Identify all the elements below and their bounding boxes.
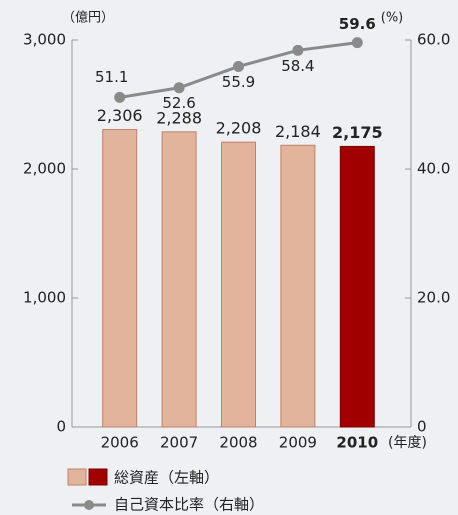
y2-tick-label: 0 — [417, 418, 427, 436]
legend-label: 総資産（左軸） — [114, 469, 219, 487]
bar-value-label: 2,175 — [332, 123, 383, 142]
bar — [221, 141, 256, 428]
y-tick-label: 1,000 — [23, 289, 66, 307]
line-marker — [173, 82, 185, 94]
line-value-label: 59.6 — [339, 15, 376, 33]
bar-value-label: 2,306 — [97, 106, 143, 125]
y2-tick-label: 60.0 — [417, 31, 450, 49]
y-unit-label: （億円） — [62, 10, 114, 26]
bar-value-label: 2,184 — [275, 122, 321, 141]
y2-tick-label: 20.0 — [417, 289, 450, 307]
bar — [280, 144, 316, 428]
line-value-label: 51.1 — [95, 68, 128, 86]
line-value-label: 52.6 — [162, 94, 195, 112]
bar-value-label: 2,208 — [216, 119, 262, 138]
y-tick-label: 3,000 — [23, 31, 66, 49]
line-value-label: 55.9 — [222, 73, 255, 91]
line-marker — [351, 37, 363, 49]
bar — [161, 131, 197, 428]
x-tick-label: 2006 — [101, 434, 139, 452]
x-tick-label: 2007 — [160, 434, 198, 452]
line-marker — [114, 91, 126, 103]
legend-label: 自己資本比率（右軸） — [114, 496, 264, 514]
x-tick-label: 2009 — [279, 434, 317, 452]
legend-marker — [84, 500, 94, 510]
line-marker — [292, 44, 304, 56]
x-tick-label: 2010 — [336, 434, 378, 452]
bar — [102, 129, 138, 428]
line-value-label: 58.4 — [281, 57, 314, 75]
bar — [339, 145, 375, 428]
bar-value-label: 2,288 — [156, 108, 202, 127]
x-tick-label: 2008 — [219, 434, 257, 452]
line-marker — [233, 60, 244, 72]
y-tick-label: 0 — [56, 418, 66, 436]
y-tick-label: 2,000 — [23, 160, 66, 178]
x-unit-label: (年度) — [388, 435, 427, 451]
y2-tick-label: 40.0 — [417, 160, 450, 178]
y2-unit-label: (%) — [381, 11, 404, 26]
legend-swatch — [88, 468, 108, 486]
legend-swatch — [67, 468, 87, 486]
